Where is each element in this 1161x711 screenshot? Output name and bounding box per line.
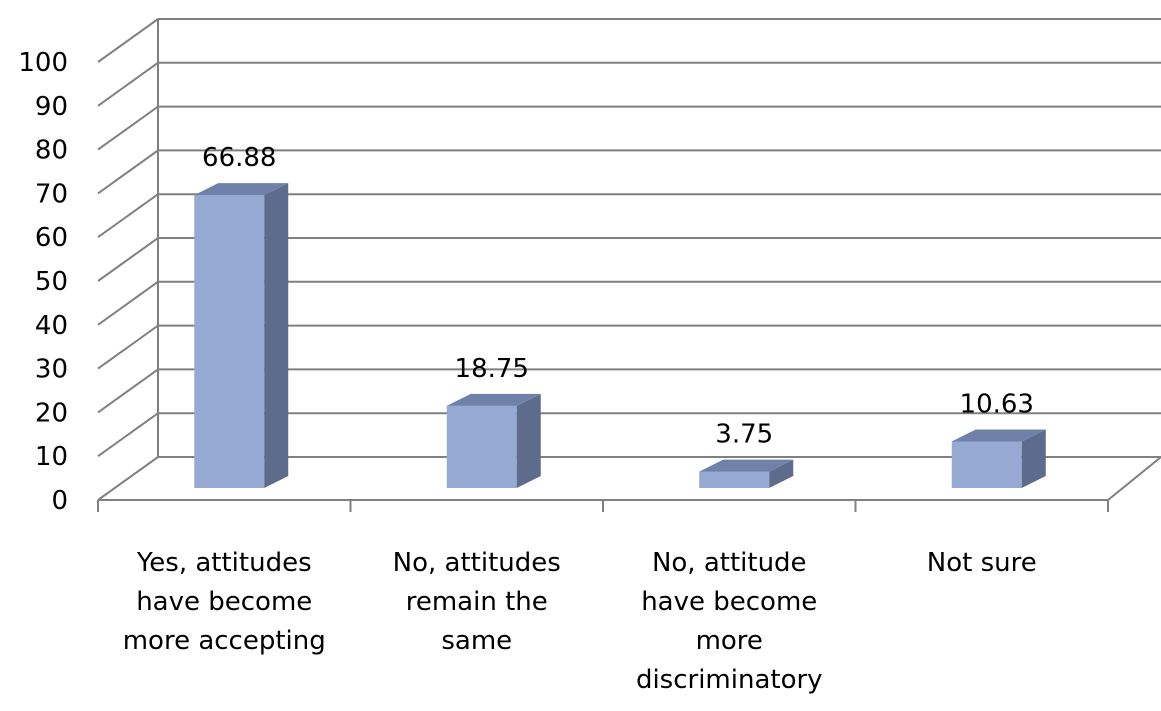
gridlines	[97, 18, 1161, 512]
data-label: 66.88	[202, 143, 276, 173]
x-category-label: Yes, attitudes have become more acceptin…	[122, 548, 326, 656]
y-tick-label: 30	[35, 355, 68, 385]
y-tick-label: 60	[35, 223, 68, 253]
bar-top	[951, 429, 1046, 442]
bar	[951, 429, 1046, 488]
y-tick-label: 0	[51, 486, 68, 516]
bar-front	[446, 405, 517, 488]
y-tick-label: 100	[18, 48, 68, 78]
x-category-label: No, attitudes remain the same	[392, 548, 561, 656]
data-label: 3.75	[715, 420, 773, 450]
bar-side	[769, 459, 794, 488]
data-label: 10.63	[960, 389, 1034, 419]
bar-front	[951, 441, 1022, 488]
bar-top	[699, 459, 794, 472]
bar-top	[446, 393, 541, 406]
bar-front	[699, 471, 770, 488]
y-tick-label: 10	[35, 442, 68, 472]
bar-top	[194, 183, 289, 196]
x-category-label: No, attitude have become more discrimina…	[635, 548, 823, 695]
y-tick-label: 80	[35, 136, 68, 166]
data-label: 18.75	[455, 354, 529, 384]
y-tick-label: 90	[35, 92, 68, 122]
data-labels: 66.88 18.75 3.75 10.63	[202, 143, 1034, 450]
gridline	[97, 18, 1161, 63]
bar	[194, 183, 289, 488]
bars	[194, 183, 1046, 488]
y-tick-label: 40	[35, 311, 68, 341]
bar-side	[264, 183, 289, 488]
bar	[446, 393, 541, 488]
bar-side	[1021, 429, 1046, 488]
bar-front	[194, 195, 265, 488]
y-tick-label: 70	[35, 179, 68, 209]
x-category-label: Not sure	[926, 548, 1037, 578]
bar-side	[516, 393, 541, 488]
y-tick-label: 20	[35, 398, 68, 428]
y-tick-label: 50	[35, 267, 68, 297]
y-axis-tick-labels: 0 10 20 30 40 50 60 70 80 90 100	[18, 48, 68, 516]
bar	[699, 459, 794, 488]
gridline	[97, 61, 1161, 107]
